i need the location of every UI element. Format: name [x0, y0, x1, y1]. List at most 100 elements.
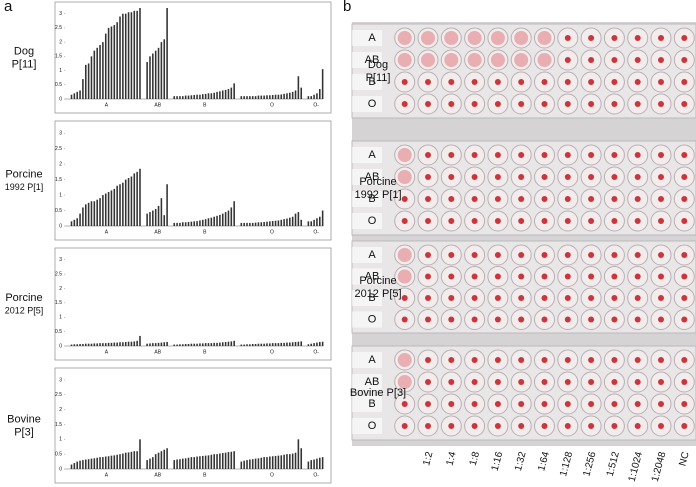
- plate-name: P[11]: [366, 72, 391, 84]
- button: [681, 218, 688, 224]
- agglutination: [421, 53, 435, 67]
- button: [518, 316, 525, 323]
- bar: [124, 13, 127, 99]
- bar: [76, 91, 78, 99]
- button: [494, 316, 501, 323]
- chart-title: 2012 P[5]: [5, 305, 44, 315]
- bar: [310, 221, 313, 226]
- button: [611, 35, 618, 41]
- bar: [127, 341, 130, 346]
- bar: [99, 198, 101, 226]
- bar: [196, 94, 198, 99]
- bar: [110, 342, 113, 346]
- bar: [249, 222, 251, 226]
- bar: [79, 343, 81, 346]
- bar: [127, 12, 130, 99]
- bar: [207, 343, 210, 346]
- bar: [207, 218, 210, 226]
- button: [658, 357, 664, 363]
- bar: [316, 458, 318, 469]
- button: [448, 174, 455, 180]
- bar: [157, 205, 160, 226]
- bar: [99, 457, 101, 469]
- button: [471, 401, 478, 407]
- bar: [187, 95, 190, 99]
- bar: [96, 199, 98, 226]
- button: [541, 423, 548, 429]
- bar: [216, 91, 218, 99]
- bar: [257, 343, 260, 346]
- button: [681, 273, 688, 280]
- button: [401, 196, 408, 202]
- bar: [193, 457, 195, 469]
- button: [681, 101, 688, 107]
- bar: [274, 220, 277, 226]
- bar: [110, 190, 113, 226]
- bar: [300, 87, 303, 99]
- bar: [163, 39, 166, 99]
- button: [611, 273, 618, 280]
- label-bg: [352, 96, 382, 112]
- bar: [176, 222, 178, 226]
- bar: [196, 221, 198, 226]
- button: [471, 357, 478, 363]
- bar: [107, 191, 110, 226]
- bar: [160, 42, 163, 99]
- button: [425, 218, 431, 224]
- bar: [146, 213, 148, 226]
- bar: [70, 344, 73, 346]
- button: [588, 174, 595, 180]
- bar: [82, 460, 84, 469]
- group-label: A: [105, 229, 109, 235]
- bar: [260, 457, 263, 469]
- bar: [119, 342, 121, 346]
- panel-label: a: [4, 0, 13, 15]
- button: [634, 196, 641, 202]
- button: [681, 295, 688, 301]
- bar: [243, 222, 245, 226]
- button: [471, 196, 478, 202]
- agglutination: [537, 53, 552, 67]
- bar: [251, 222, 254, 226]
- agglutination: [467, 31, 482, 45]
- label-bg: [352, 191, 382, 207]
- button: [658, 57, 664, 63]
- bar: [166, 8, 168, 99]
- group-label: A: [105, 472, 109, 478]
- bar: [96, 343, 98, 346]
- button: [448, 316, 455, 323]
- button: [564, 196, 571, 202]
- bar: [313, 459, 315, 469]
- row-label: O: [368, 98, 377, 110]
- bar: [87, 202, 90, 226]
- column-label: 1:16: [490, 450, 506, 472]
- bar: [277, 343, 280, 346]
- button: [658, 152, 664, 158]
- button: [541, 357, 548, 363]
- button: [518, 196, 525, 202]
- button: [471, 252, 478, 258]
- bar: [160, 451, 163, 469]
- bar: [149, 56, 151, 99]
- y-tick-label: 2.5: [55, 146, 62, 152]
- bar: [190, 95, 193, 99]
- plate-name: Porcine: [359, 176, 396, 188]
- bar: [230, 207, 233, 226]
- button: [611, 174, 618, 180]
- button: [611, 196, 618, 202]
- bar: [224, 452, 227, 469]
- bar: [70, 94, 73, 99]
- bar: [90, 458, 93, 469]
- button: [658, 252, 664, 258]
- button: [425, 423, 431, 429]
- y-tick-label: 2: [59, 161, 62, 167]
- bar: [224, 89, 227, 99]
- bar: [269, 95, 271, 99]
- bar: [286, 454, 288, 469]
- button: [658, 273, 664, 280]
- button: [588, 218, 595, 224]
- y-tick-label: 0: [59, 96, 62, 102]
- button: [611, 101, 618, 107]
- bar: [321, 210, 324, 226]
- bar: [313, 219, 315, 226]
